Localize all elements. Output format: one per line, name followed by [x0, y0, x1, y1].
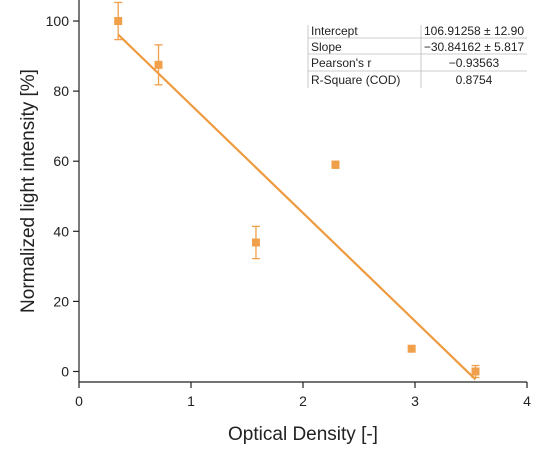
data-point: [331, 160, 340, 169]
y-tick-label: 60: [53, 153, 69, 169]
y-axis-title: Normalized light intensity [%]: [18, 69, 39, 313]
x-axis-title: Optical Density [-]: [228, 424, 378, 445]
x-tick-label: 0: [75, 393, 83, 409]
stats-label-pearson: Pearson's r: [311, 56, 371, 70]
data-point: [154, 60, 163, 69]
data-point: [251, 238, 260, 247]
data-point: [114, 17, 123, 26]
x-tick-label: 1: [187, 393, 195, 409]
stats-value-pearson: −0.93563: [449, 56, 500, 70]
data-point: [471, 367, 480, 376]
y-tick-label: 20: [53, 293, 69, 309]
stats-value-r-square: 0.8754: [456, 73, 493, 87]
data-point: [407, 344, 416, 353]
stats-label-slope: Slope: [311, 40, 342, 54]
y-tick-label: 40: [53, 223, 69, 239]
stats-value-intercept: 106.91258 ± 12.90: [424, 24, 524, 38]
fit-statistics-table: Intercept 106.91258 ± 12.90 Slope −30.84…: [307, 24, 527, 88]
y-tick-label: 0: [61, 363, 69, 379]
x-tick-label: 2: [299, 393, 307, 409]
stats-label-r-square: R-Square (COD): [311, 73, 400, 87]
x-tick-label: 4: [523, 393, 531, 409]
y-tick-label: 80: [53, 83, 69, 99]
y-tick-label: 100: [46, 13, 70, 29]
fit-line: [117, 33, 477, 381]
plot-area: [79, 0, 527, 382]
x-tick-label: 3: [411, 393, 419, 409]
stats-value-slope: −30.84162 ± 5.817: [424, 40, 525, 54]
stats-label-intercept: Intercept: [311, 24, 358, 38]
